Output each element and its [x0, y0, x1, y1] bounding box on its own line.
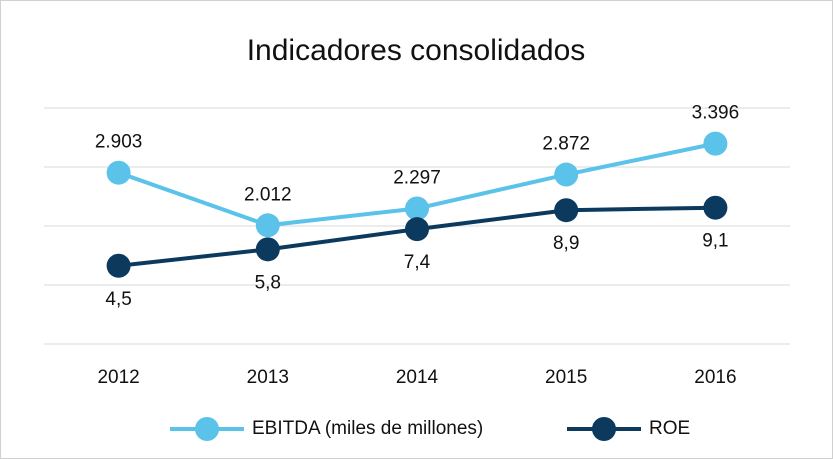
- legend-label: ROE: [649, 418, 690, 439]
- data-label: 8,9: [553, 233, 579, 254]
- data-label: 3.396: [692, 103, 740, 124]
- marker: [405, 196, 429, 221]
- data-label: 5,8: [255, 272, 281, 293]
- data-label: 2.012: [244, 184, 292, 205]
- marker: [106, 253, 131, 278]
- x-tick-label: 2013: [247, 367, 289, 388]
- data-label: 4,5: [105, 289, 131, 310]
- marker: [405, 217, 429, 242]
- marker: [703, 131, 728, 156]
- data-label: 7,4: [404, 252, 431, 273]
- x-tick-label: 2012: [97, 367, 139, 388]
- marker: [554, 198, 579, 223]
- legend-label: EBITDA (miles de millones): [252, 418, 483, 439]
- marker: [255, 213, 280, 238]
- x-tick-label: 2016: [694, 367, 736, 388]
- data-label: 2.297: [393, 167, 441, 188]
- legend-marker: [195, 417, 219, 441]
- marker: [255, 237, 280, 262]
- marker: [703, 195, 728, 220]
- legend-marker: [592, 417, 616, 441]
- data-label: 2.872: [542, 134, 590, 155]
- data-label: 2.903: [95, 132, 143, 153]
- marker: [106, 160, 131, 185]
- data-label: 9,1: [702, 231, 728, 252]
- x-tick-label: 2015: [545, 367, 587, 388]
- chart-title: Indicadores consolidados: [247, 34, 586, 67]
- x-tick-label: 2014: [396, 367, 439, 388]
- marker: [554, 162, 579, 187]
